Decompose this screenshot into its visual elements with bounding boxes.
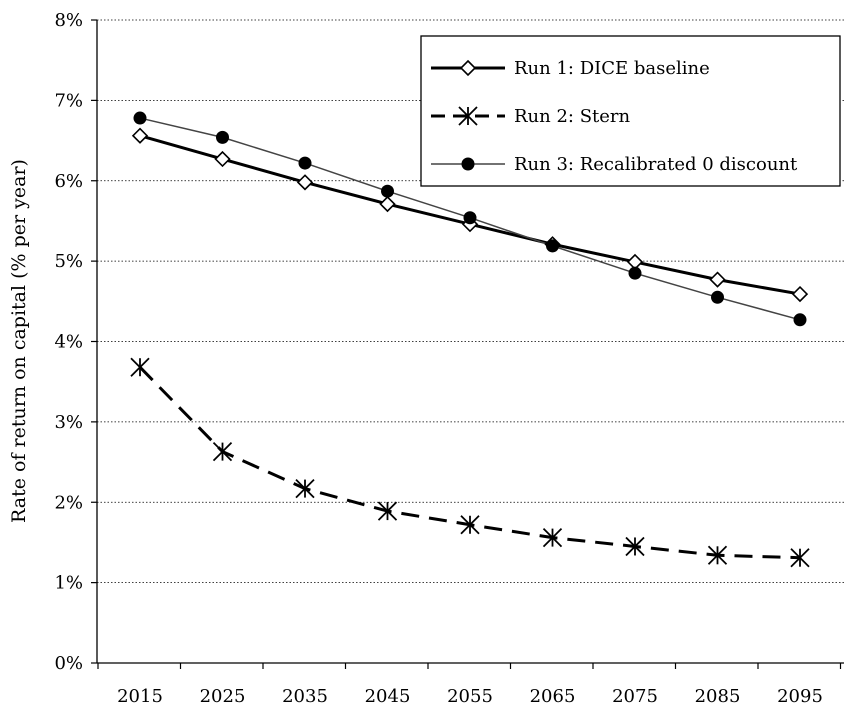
data-point-series-3 (711, 290, 724, 304)
data-point-series-1 (791, 285, 809, 303)
x-tick-label: 2085 (695, 686, 741, 707)
y-tick-label: 8% (54, 10, 83, 31)
data-point-series-3 (463, 211, 477, 225)
data-point-series-1 (296, 174, 314, 191)
x-tick-label: 2045 (365, 686, 411, 707)
data-point-series-2 (460, 515, 480, 535)
legend-label-1: Run 1: DICE baseline (514, 58, 710, 79)
x-tick-label: 2055 (447, 686, 493, 707)
y-tick-label: 5% (54, 251, 83, 272)
data-point-series-1 (379, 195, 396, 213)
legend-marker-2 (458, 106, 478, 126)
data-point-series-3 (628, 266, 642, 280)
x-tick-label: 2095 (777, 686, 823, 707)
x-tick-label: 2025 (200, 686, 246, 707)
x-tick-label: 2015 (117, 686, 163, 707)
data-point-series-2 (295, 478, 315, 499)
data-point-series-2 (130, 357, 150, 377)
data-point-series-2 (542, 527, 563, 548)
data-point-series-2 (625, 536, 645, 557)
data-point-series-3 (546, 239, 559, 253)
legend-box (420, 35, 841, 187)
data-point-series-2 (707, 545, 728, 565)
data-point-series-2 (212, 441, 233, 462)
legend-marker-3 (461, 157, 475, 171)
legend-marker-1 (459, 59, 477, 77)
y-tick-label: 3% (54, 412, 83, 433)
y-tick-label: 7% (54, 90, 83, 111)
y-tick-label: 0% (54, 653, 83, 674)
data-point-series-1 (709, 271, 726, 288)
y-tick-label: 2% (54, 492, 83, 513)
data-point-series-2 (377, 501, 398, 521)
y-ticks: 0% 1% 2% 3% 4% 5% 6% 7% 8% (54, 10, 97, 674)
x-tick-label: 2065 (530, 686, 576, 707)
data-point-series-1 (131, 127, 149, 144)
y-axis-title: Rate of return on capital (% per year) (8, 159, 30, 523)
data-point-series-3 (793, 313, 807, 327)
x-tick-label: 2075 (612, 686, 658, 707)
legend-label-3: Run 3: Recalibrated 0 discount (514, 154, 798, 175)
data-point-series-1 (214, 150, 231, 168)
data-point-series-2 (790, 548, 810, 568)
x-ticks: 2015 2025 2035 2045 2055 2065 2075 2085 2095 (97, 663, 842, 707)
x-tick-label: 2035 (282, 686, 328, 707)
y-tick-label: 6% (54, 171, 83, 192)
data-point-series-3 (133, 111, 147, 125)
data-point-series-3 (381, 184, 394, 198)
series-markers (130, 111, 810, 568)
y-tick-label: 1% (54, 573, 83, 594)
legend: Run 1: DICE baseline Run 2: Stern Run 3: R… (420, 35, 841, 187)
data-point-series-3 (298, 156, 312, 170)
y-tick-label: 4% (54, 332, 83, 353)
data-point-series-3 (216, 130, 229, 144)
legend-label-2: Run 2: Stern (514, 106, 631, 127)
